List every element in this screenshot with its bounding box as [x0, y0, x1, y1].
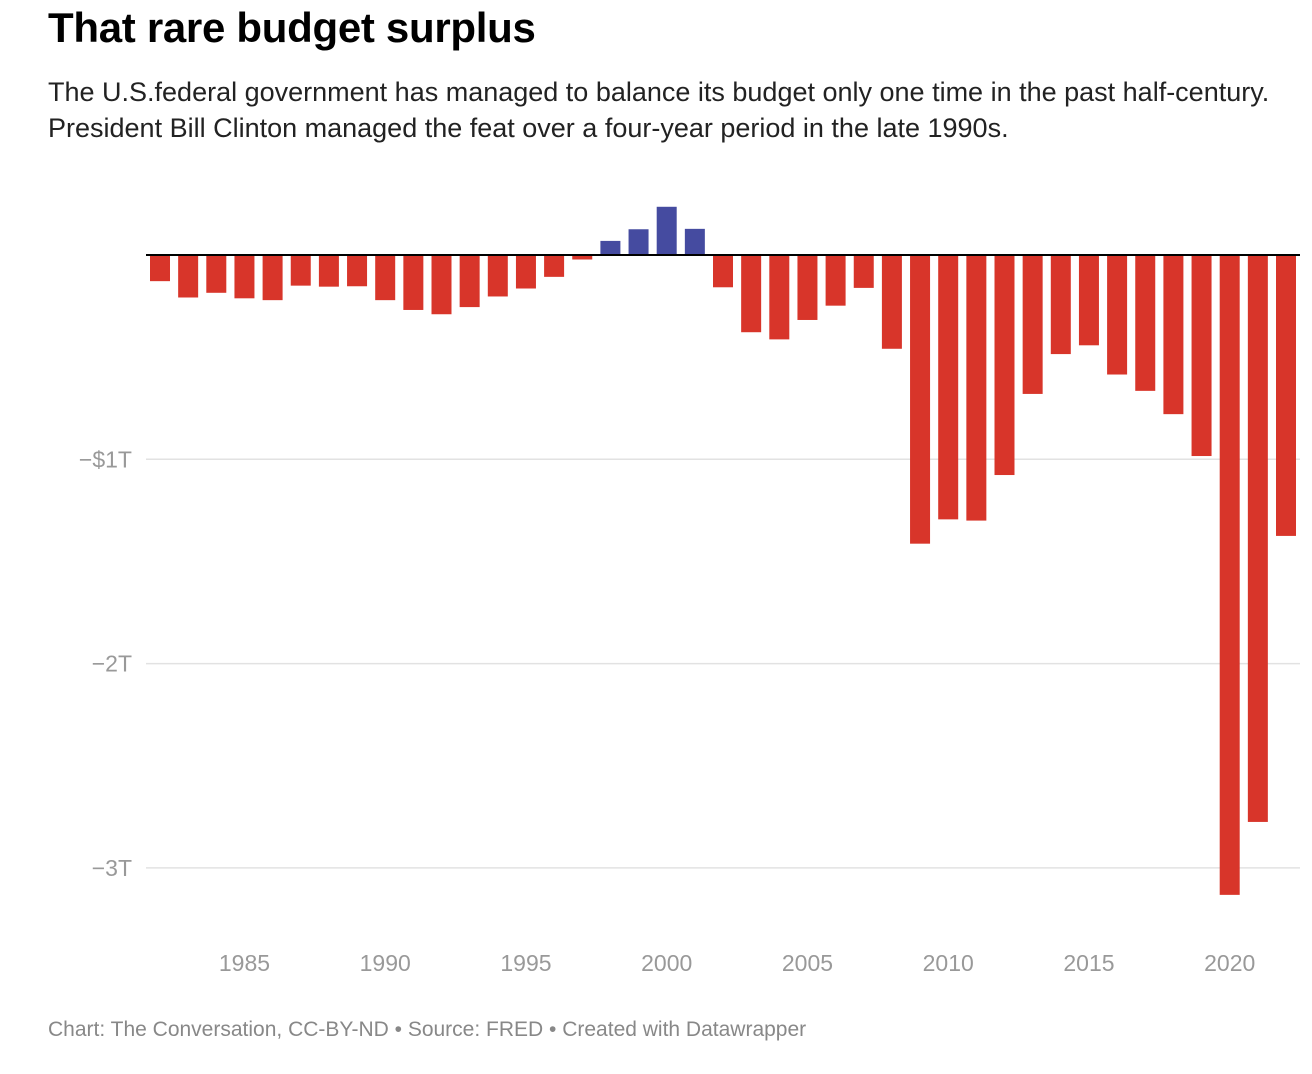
bar-2015 [1078, 255, 1099, 346]
bar-1991 [403, 255, 424, 310]
bar-1987 [290, 255, 311, 286]
bar-2011 [966, 255, 987, 521]
bar-2012 [994, 255, 1015, 476]
chart-subtitle: The U.S.federal government has managed t… [48, 77, 1270, 143]
bar-1996 [544, 255, 565, 277]
chart-footer: Chart: The Conversation, CC-BY-ND • Sour… [48, 1018, 807, 1041]
bar-1990 [375, 255, 396, 301]
bar-1999 [628, 229, 649, 255]
bar-2009 [910, 255, 931, 544]
x-tick-label: 2005 [782, 950, 833, 976]
bar-1985 [234, 255, 255, 299]
bar-1988 [318, 255, 339, 287]
bar-2010 [938, 255, 959, 520]
bar-1997 [572, 255, 593, 260]
bar-2016 [1107, 255, 1128, 375]
bar-2003 [741, 255, 762, 333]
x-tick-label: 2010 [923, 950, 974, 976]
y-tick-label: −2T [92, 651, 132, 677]
bar-2006 [825, 255, 846, 306]
bar-2005 [797, 255, 818, 320]
x-tick-label: 1990 [360, 950, 411, 976]
bar-2019 [1191, 255, 1212, 457]
bar-1986 [262, 255, 283, 301]
bar-1984 [206, 255, 227, 293]
bar-1983 [178, 255, 199, 298]
bar-2017 [1135, 255, 1156, 391]
y-tick-label: −$1T [79, 446, 132, 472]
bar-1998 [600, 240, 621, 255]
bar-1992 [431, 255, 452, 315]
bar-2013 [1022, 255, 1043, 394]
x-tick-label: 1995 [500, 950, 551, 976]
chart-title: That rare budget surplus [48, 4, 536, 51]
y-tick-label: −3T [92, 855, 132, 881]
bar-2021 [1247, 255, 1268, 822]
x-tick-label: 1985 [219, 950, 270, 976]
bar-2000 [656, 206, 677, 255]
bar-2014 [1050, 255, 1071, 355]
bar-2001 [684, 228, 705, 255]
bar-2018 [1163, 255, 1184, 415]
bar-2022 [1276, 255, 1296, 536]
bar-1989 [347, 255, 368, 287]
x-tick-label: 2020 [1204, 950, 1255, 976]
bar-2007 [853, 255, 874, 288]
bar-2020 [1219, 255, 1240, 895]
bar-2002 [713, 255, 733, 288]
bar-1995 [515, 255, 536, 289]
bar-1993 [459, 255, 480, 308]
bar-2008 [881, 255, 902, 349]
x-tick-label: 2000 [641, 950, 692, 976]
bar-1982 [150, 255, 170, 282]
bar-1994 [487, 255, 508, 297]
bar-2004 [769, 255, 790, 340]
x-tick-label: 2015 [1063, 950, 1114, 976]
